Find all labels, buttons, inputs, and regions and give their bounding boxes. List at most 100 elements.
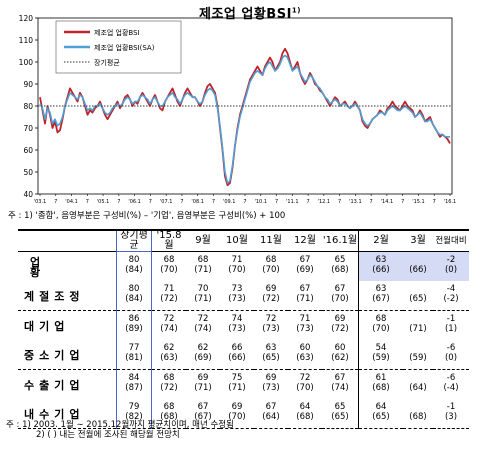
x-tick-label: 7 — [433, 199, 436, 205]
y-tick-label: 90 — [23, 80, 33, 89]
cell-forecast: (70) — [296, 383, 314, 393]
cell-forecast: (74) — [160, 324, 178, 334]
table-row: 중소기업 77 (81) 62 (63) 62 (69) 66 (66) 63 (65) 60 (63)… — [18, 340, 469, 370]
cell-forecast: (63) — [296, 353, 314, 363]
cell-forecast: (0) — [444, 265, 458, 275]
x-tick-label: '09.1 — [223, 199, 236, 205]
legend-label: 장기평균 — [94, 58, 120, 67]
table-cell: 67 (64) — [254, 399, 288, 429]
cell-forecast: (-2) — [443, 294, 459, 304]
table-cell: 60 (62) — [322, 340, 359, 370]
x-tick-label: 7 — [54, 199, 57, 205]
series-line-2 — [39, 54, 450, 184]
y-tick-label: 50 — [23, 168, 33, 177]
cell-value: 72 — [265, 314, 277, 324]
x-tick-label: '12.1 — [318, 199, 331, 205]
table-cell: 67 (69) — [288, 252, 322, 282]
cell-value: 65 — [334, 402, 346, 412]
cell-forecast: (71) — [228, 383, 246, 393]
header-cell: 12월 — [294, 235, 316, 246]
cell-value: 64 — [375, 402, 387, 412]
table-cell: 72 (74) — [186, 311, 220, 341]
legend-label: 제조업 업황BSI(SA) — [94, 43, 155, 52]
cell-forecast: (0) — [444, 353, 458, 363]
y-tick-label: 110 — [19, 36, 34, 45]
cell-value: 66 — [231, 343, 243, 353]
table-cell: 69 (72) — [322, 310, 359, 340]
cell-forecast: (65) — [372, 412, 390, 422]
table-cell: 62 (63) — [152, 340, 187, 370]
table-cell: 68 (68) — [152, 399, 187, 429]
table-cell: 62 (69) — [186, 340, 220, 370]
table-cell: 60 (63) — [288, 340, 322, 370]
cell-forecast: (73) — [228, 294, 246, 304]
x-tick-label: 7 — [86, 199, 89, 205]
cell-value: -6 — [446, 343, 456, 353]
cell-value: 68 — [197, 255, 209, 265]
x-tick-label: '14.1 — [381, 199, 394, 205]
cell-value — [403, 255, 433, 265]
cell-forecast: (63) — [160, 353, 178, 363]
cell-value: -2 — [446, 255, 456, 265]
header-cell: 11월 — [260, 235, 282, 246]
cell-forecast: (1) — [444, 324, 458, 334]
table-cell: 66 (66) — [220, 340, 254, 370]
cell-forecast: (65) — [331, 412, 349, 422]
cell-value: 71 — [299, 314, 311, 324]
table-cell: (66) — [403, 251, 433, 281]
cell-value: 72 — [299, 373, 311, 383]
cell-value: 63 — [375, 255, 387, 265]
cell-forecast: (3) — [444, 412, 458, 422]
x-tick-label: '05.1 — [97, 199, 110, 205]
legend-label: 제조업 업황BSI — [94, 28, 140, 37]
cell-value: -6 — [446, 373, 456, 383]
table-cell: 84 (87) — [116, 369, 152, 399]
table-cell: 63 (66) — [358, 251, 403, 281]
cell-forecast: (84) — [125, 265, 143, 275]
table-cell: (68) — [403, 399, 433, 429]
cell-forecast: (59) — [409, 353, 427, 363]
cell-value: 68 — [375, 314, 387, 324]
table-cell: 72 (74) — [152, 311, 187, 341]
cell-value: 67 — [197, 402, 209, 412]
cell-forecast: (66) — [228, 353, 246, 363]
cell-forecast: (73) — [262, 383, 280, 393]
cell-forecast: (65) — [409, 294, 427, 304]
cell-forecast: (66) — [372, 265, 390, 275]
cell-value: 69 — [197, 373, 209, 383]
cell-value: 67 — [265, 402, 277, 412]
y-tick-label: 40 — [23, 190, 33, 199]
cell-value: 62 — [197, 343, 209, 353]
table-cell: 65 (65) — [322, 399, 359, 429]
cell-value: 69 — [265, 284, 277, 294]
cell-value: -1 — [446, 402, 456, 412]
table-row: 계절조정 80 (84) 71 (72) 70 (71) 73 (73) 69 (72) 67 (71)… — [18, 281, 469, 311]
y-tick-label: 60 — [23, 146, 33, 155]
table-cell: 61 (68) — [359, 370, 404, 400]
y-tick-label: 120 — [19, 14, 34, 23]
header-cell: 장기평균 — [116, 229, 152, 252]
cell-forecast: (84) — [125, 294, 143, 304]
cell-value: 68 — [163, 402, 175, 412]
x-tick-label: '16.1 — [444, 199, 457, 205]
x-tick-label: 7 — [149, 199, 152, 205]
cell-value: 67 — [299, 284, 311, 294]
x-tick-label: '15.1 — [412, 199, 425, 205]
cell-value: 64 — [299, 402, 311, 412]
table-cell: 69 (73) — [254, 370, 288, 400]
table-cell: 69 (72) — [254, 281, 288, 311]
header-cell: '15.8월 — [156, 230, 182, 251]
x-tick-label: 7 — [212, 199, 215, 205]
cell-value: 68 — [163, 255, 175, 265]
table-cell: 80 (84) — [116, 281, 152, 311]
table-cell: 69 (70) — [220, 399, 254, 429]
cell-value: 72 — [163, 314, 175, 324]
cell-forecast: (64) — [262, 412, 280, 422]
table-cell: 63 (67) — [359, 281, 404, 311]
table-cell: -1 (3) — [433, 399, 469, 429]
table-cell: 74 (73) — [220, 311, 254, 341]
table-cell: 75 (71) — [220, 370, 254, 400]
header-cell: 10월 — [226, 235, 248, 246]
row-label: 계절조정 — [24, 290, 85, 303]
cell-value: 69 — [334, 314, 346, 324]
